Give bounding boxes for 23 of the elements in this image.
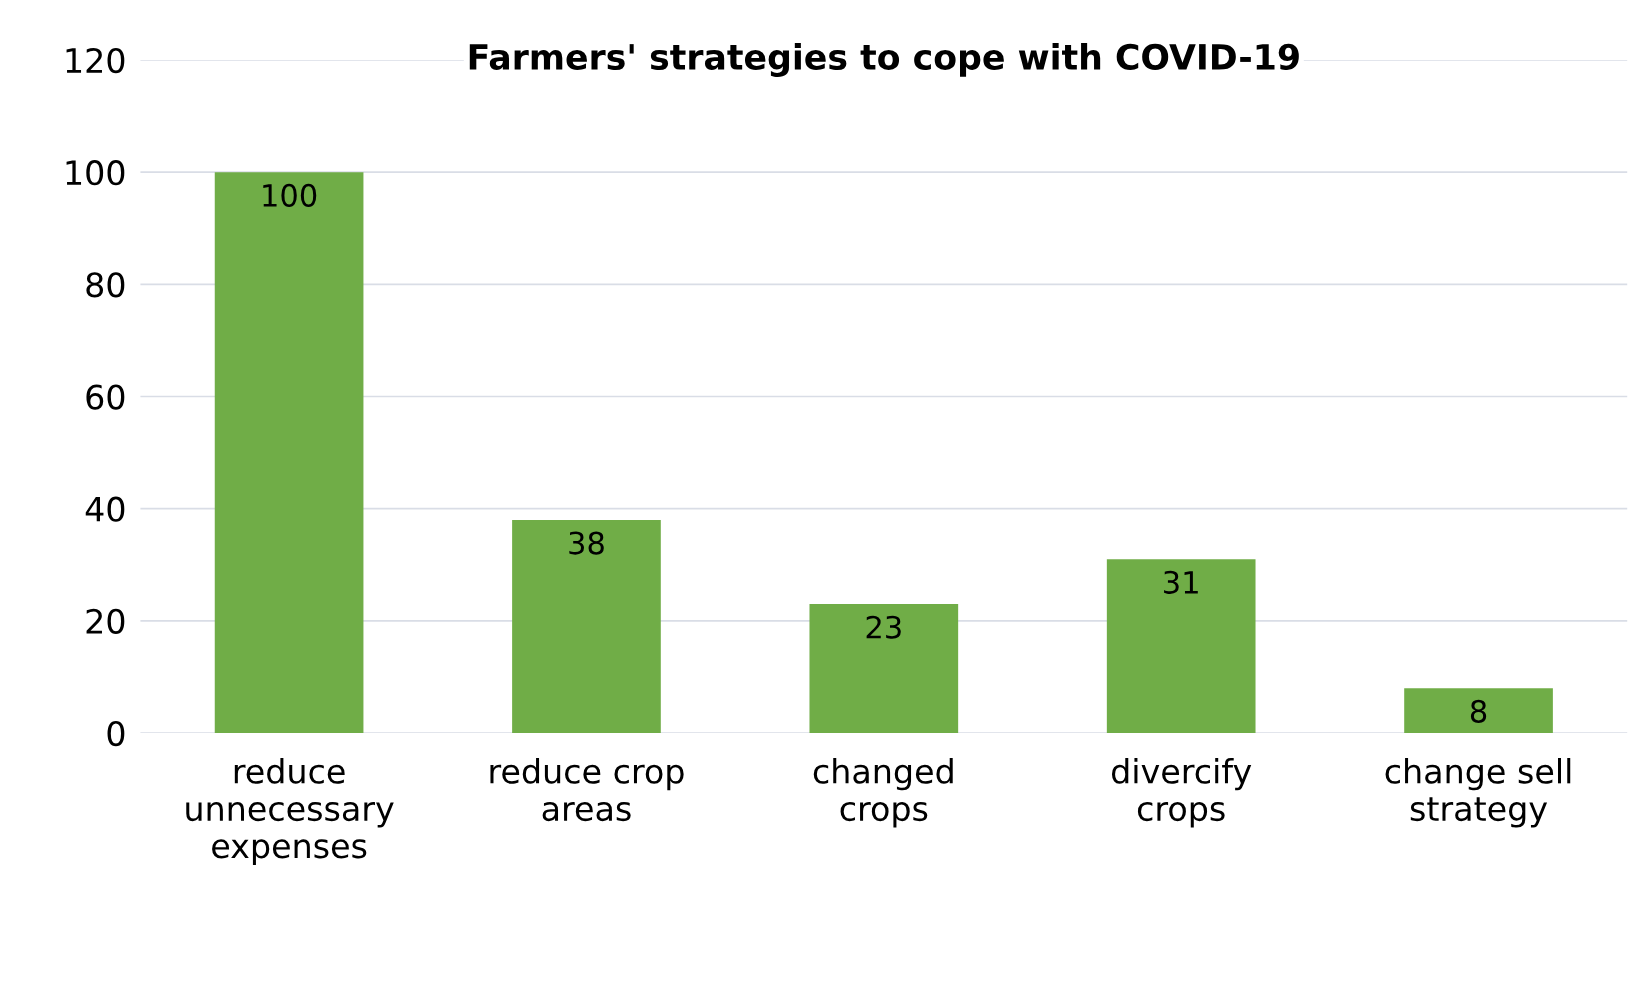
bar	[809, 604, 959, 733]
data-label: 31	[1164, 570, 1198, 594]
y-tick-label: 0	[107, 720, 125, 747]
y-tick-label: 60	[86, 384, 125, 410]
x-tick-label: reduce unnecessary expenses	[186, 758, 394, 865]
data-label: 38	[569, 531, 604, 555]
data-label: 100	[263, 183, 317, 207]
bar	[214, 172, 364, 733]
bar	[1404, 688, 1553, 733]
y-tick-label: 80	[86, 272, 125, 298]
x-tick-label: divercify crops	[1111, 758, 1252, 828]
y-tick-label: 120	[66, 47, 125, 74]
data-label: 8	[1470, 699, 1487, 723]
y-tick-label: 40	[85, 496, 125, 522]
y-tick-label: 100	[66, 160, 125, 186]
y-tick-label: 20	[86, 608, 125, 634]
data-label: 23	[866, 615, 901, 639]
bar	[1106, 559, 1256, 733]
x-tick-label: change sell strategy	[1385, 758, 1571, 828]
chart-title: Farmers' strategies to cope with COVID-19	[469, 43, 1299, 77]
x-tick-label: reduce crop areas	[490, 758, 684, 822]
x-tick-label: changed crops	[813, 758, 953, 828]
bar	[512, 519, 661, 733]
